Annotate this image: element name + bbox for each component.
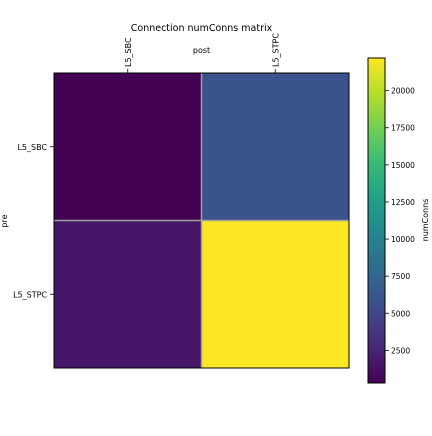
heatmap-cell <box>54 220 202 368</box>
colorbar <box>367 57 386 384</box>
colorbar-tick-label: 10000 <box>391 235 415 244</box>
x-axis-label: post <box>193 46 210 55</box>
x-axis-ticks: L5_SBC L5_STPC <box>124 33 280 73</box>
plot-frame <box>53 72 350 369</box>
colorbar-tick-label: 20000 <box>391 87 415 96</box>
heatmap-cell <box>201 220 349 368</box>
y-tick-label: L5_STPC <box>13 290 47 299</box>
y-tick-label: L5_SBC <box>17 143 47 152</box>
colorbar-tick-label: 2500 <box>391 346 410 355</box>
y-axis-ticks: L5_SBC L5_STPC <box>13 143 54 299</box>
x-tick-label: L5_SBC <box>124 37 133 67</box>
heatmap-cell <box>54 73 202 221</box>
colorbar-tick-label: 12500 <box>391 198 415 207</box>
colorbar-tick-label: 15000 <box>391 161 415 170</box>
colorbar-tick-label: 17500 <box>391 124 415 133</box>
chart-title: Connection numConns matrix <box>131 23 273 34</box>
x-tick-label: L5_STPC <box>271 33 280 67</box>
colorbar-label: numConns <box>421 199 430 242</box>
colorbar-tick-label: 7500 <box>391 272 410 281</box>
colorbar-ticks: 2500 5000 7500 10000 12500 15000 17500 20000 <box>385 87 415 355</box>
heatmap-cells <box>54 73 349 368</box>
colorbar-tick-label: 5000 <box>391 309 410 318</box>
heatmap-cell <box>201 73 349 221</box>
y-axis-label: pre <box>0 214 9 227</box>
